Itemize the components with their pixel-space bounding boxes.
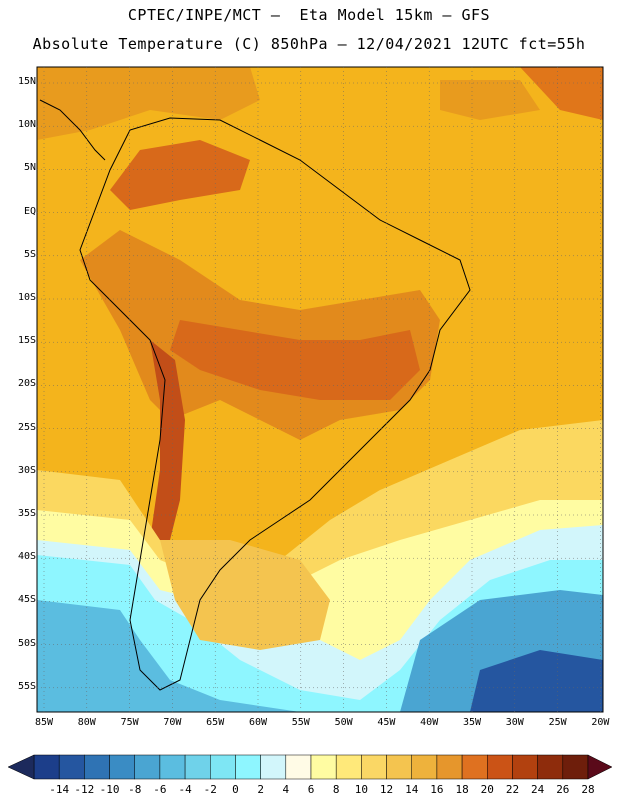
colorbar-tick-label: 18 xyxy=(455,783,469,796)
colorbar-swatch xyxy=(335,754,362,780)
colorbar-tick-label: 24 xyxy=(531,783,545,796)
colorbar-tick-label: 0 xyxy=(232,783,239,796)
colorbar-tick-label: -8 xyxy=(128,783,142,796)
lat-label: 40S xyxy=(17,551,36,563)
colorbar-swatch xyxy=(461,754,488,780)
colorbar-tick-label: -6 xyxy=(153,783,167,796)
central-america-outline xyxy=(39,99,106,161)
lat-label: 15N xyxy=(17,76,36,87)
colorbar-tick-label: 16 xyxy=(430,783,444,796)
colorbar-tick-label: -10 xyxy=(99,783,120,796)
lat-label: EQ xyxy=(23,205,36,217)
colorbar-tick-label: -2 xyxy=(203,783,217,796)
continent-outline xyxy=(79,117,471,691)
field-north-pacific xyxy=(37,67,260,140)
colorbar-swatch xyxy=(512,754,538,780)
temperature-field xyxy=(37,67,603,712)
colorbar-swatch xyxy=(58,754,85,780)
lon-label: 65W xyxy=(206,717,225,728)
lat-label: 50S xyxy=(17,637,36,649)
colorbar-tick-label: 26 xyxy=(556,783,570,796)
field-andes-south xyxy=(150,340,185,540)
lon-label: 50W xyxy=(334,717,353,728)
colorbar-tick-label: 28 xyxy=(581,783,595,796)
colorbar-swatch xyxy=(537,754,564,780)
colorbar-swatch xyxy=(33,754,60,780)
lon-label: 25W xyxy=(548,717,567,728)
colorbar-tick-label: 6 xyxy=(307,783,315,796)
lon-label: 75W xyxy=(120,717,139,728)
colorbar-tick-label: 14 xyxy=(405,783,419,796)
lon-label: 35W xyxy=(462,717,482,728)
lat-label: 10N xyxy=(17,119,36,131)
title-line-2: Absolute Temperature (C) 850hPa – 12/04/… xyxy=(32,35,586,53)
lon-label: 30W xyxy=(505,717,524,728)
lat-label: 20S xyxy=(17,378,36,390)
lat-label: 30S xyxy=(17,464,36,476)
colorbar-tick-label: 4 xyxy=(282,783,290,796)
lat-label: 25S xyxy=(17,421,36,433)
lon-label: 80W xyxy=(77,717,96,728)
colorbar-tick-label: 2 xyxy=(257,783,264,796)
lon-label: 55W xyxy=(291,717,310,728)
colorbar-tick-label: 8 xyxy=(332,783,340,796)
lat-label: 5N xyxy=(23,162,36,174)
field-patagonia xyxy=(160,540,330,650)
colorbar-swatch xyxy=(235,754,261,780)
lon-label: 40W xyxy=(420,717,439,728)
lon-label: 20W xyxy=(591,717,610,728)
lat-label: 45S xyxy=(17,594,36,606)
colorbar-tick-label: -4 xyxy=(178,783,192,796)
field-north-andes xyxy=(110,140,250,210)
lon-label: 70W xyxy=(163,717,182,728)
field-pacific-south xyxy=(37,600,300,712)
colorbar-tick-label: -12 xyxy=(74,783,95,796)
colorbar-swatch xyxy=(310,754,337,780)
colorbar-swatch xyxy=(361,754,387,780)
lon-label: 45W xyxy=(377,717,396,728)
lon-label: 85W xyxy=(34,717,54,728)
colorbar-swatch xyxy=(386,754,412,780)
lon-label: 60W xyxy=(248,717,268,728)
field-atlantic-cold xyxy=(470,650,603,712)
colorbar-swatch xyxy=(285,754,312,780)
colorbar-high-arrow xyxy=(587,754,613,780)
colorbar-swatch xyxy=(184,754,211,780)
colorbar-swatch xyxy=(411,754,438,780)
colorbar-swatch xyxy=(562,754,589,780)
field-central-hot xyxy=(170,320,420,400)
colorbar-swatch xyxy=(109,754,135,780)
colorbar-swatch xyxy=(84,754,110,780)
colorbar-low-arrow xyxy=(7,754,35,780)
colorbar-tick-label: 22 xyxy=(505,783,520,796)
lat-label: 15S xyxy=(17,335,36,347)
title-line-1: CPTEC/INPE/MCT – Eta Model 15km – GFS xyxy=(127,6,491,24)
field-atlantic-north xyxy=(440,80,540,120)
colorbar-swatch xyxy=(436,754,463,780)
colorbar-tick-label: 10 xyxy=(354,783,368,796)
field-caribbean-east xyxy=(520,67,603,120)
colorbar-swatch xyxy=(487,754,513,780)
colorbar xyxy=(7,754,613,780)
colorbar-swatch xyxy=(134,754,161,780)
colorbar-tick-label: -14 xyxy=(49,783,70,796)
lat-label: 35S xyxy=(17,508,36,519)
colorbar-swatch xyxy=(159,754,186,780)
lat-label: 5S xyxy=(23,248,36,260)
lat-label: 10S xyxy=(17,292,36,303)
colorbar-tick-label: 12 xyxy=(379,783,394,796)
map-frame xyxy=(36,66,604,713)
lat-label: 55S xyxy=(17,680,36,692)
colorbar-swatch xyxy=(210,754,236,780)
colorbar-swatch xyxy=(260,754,287,780)
colorbar-tick-label: 20 xyxy=(480,783,494,796)
